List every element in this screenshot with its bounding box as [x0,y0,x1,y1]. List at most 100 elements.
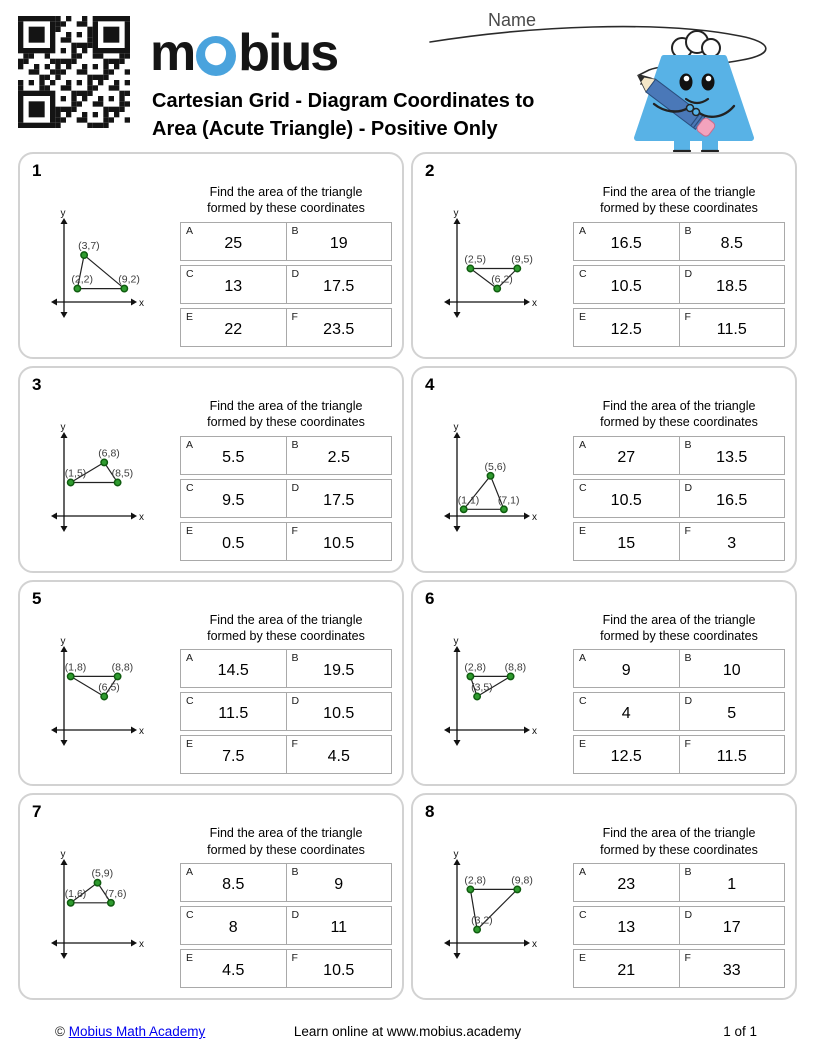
answer-letter: D [684,909,693,921]
footer: © Mobius Math Academy Learn online at ww… [0,1022,815,1046]
prompt-line-2: formed by these coordinates [207,415,365,429]
prompt-line-1: Find the area of the triangle [209,612,363,627]
answer-cell: B 19.5 [285,650,392,688]
x-axis-arrow-right-icon [131,512,137,520]
answer-value: 17 [722,919,741,936]
diagram-slot: y x (2,8) (8,8) (3,5) [441,602,573,757]
vertex-point [66,899,75,908]
answer-letter: B [684,652,692,665]
answer-table: A 14.5 B 19.5 C 11.5 D 10.5 E 7.5 F 4.5 [180,649,392,775]
prompt-line-1: Find the area of the triangle [602,185,756,199]
x-axis-arrow-right-icon [524,939,530,947]
answer-cell: B 10 [678,650,785,688]
answer-row: E 4.5 F 10.5 [180,949,392,988]
vertex-label: (6,5) [98,681,120,693]
answer-letter: F [291,952,298,964]
problem-number: 2 [425,161,435,180]
answer-cell: E 0.5 [181,523,286,560]
answer-cell: F 33 [678,950,785,987]
answer-letter: E [579,524,587,537]
answer-cell: B 13.5 [678,436,785,474]
vertex-point [473,692,482,700]
answer-cell: C 11.5 [181,693,286,730]
answer-letter: E [186,524,194,537]
answer-value: 25 [224,234,243,252]
prompt-line-2: formed by these coordinates [600,415,758,429]
mascot-hair-icon [671,30,721,59]
answer-cell: D 18.5 [678,265,785,303]
x-axis-arrow-right-icon [524,512,530,520]
answer-value: 14.5 [217,662,249,680]
answer-value: 10.5 [610,491,642,509]
x-axis-arrow-left-icon [51,298,57,306]
vertex-label: (9,8) [511,875,533,887]
problem-card: 2 y x (2,5) (9,5) (6,2) Find the area of the… [411,152,797,359]
answer-cell: F 11.5 [678,736,785,774]
answer-value: 4.5 [222,962,245,979]
problem-prompt: Find the area of the triangle formed by … [573,825,785,858]
mobius-logo: m bius [150,24,339,82]
triangle-diagram: y x (1,8) (8,8) (6,5) [51,636,144,746]
y-axis-label: y [454,636,459,647]
answer-cell: E 15 [574,523,679,560]
triangle-diagram: y x (5,6) (1,1) (7,1) [444,422,537,532]
x-axis-label: x [139,939,144,950]
answer-value: 27 [617,448,636,466]
answer-cell: A 8.5 [181,864,286,901]
answer-cell: D 17.5 [285,265,392,303]
y-axis-arrow-up-icon [60,645,68,652]
answer-cell: B 19 [285,222,392,260]
answer-value: 11.5 [716,320,747,338]
vertex-point [66,478,75,487]
answer-letter: C [579,481,587,494]
answer-row: E 7.5 F 4.5 [180,735,392,775]
vertex-point [100,692,109,700]
answer-letter: F [291,524,298,537]
diagram-column: y x (1,8) (8,8) (6,5) [30,590,180,777]
answer-letter: B [291,866,299,878]
answer-value: 10.5 [610,277,642,295]
answer-cell: C 13 [574,907,679,944]
answer-cell: F 4.5 [285,736,392,774]
answer-cell: C 13 [181,266,286,303]
answer-cell: D 17 [678,907,785,944]
vertex-label: (8,8) [112,661,134,673]
triangle-diagram: y x (2,8) (8,8) (3,5) [444,636,537,746]
answer-value: 11 [330,919,348,936]
answer-value: 17.5 [323,277,355,295]
vertex-point [100,458,109,467]
vertex-point [466,671,475,680]
answer-letter: D [291,481,300,494]
x-axis-arrow-right-icon [131,939,137,947]
answer-letter: D [684,695,693,708]
answer-letter: B [684,224,692,237]
answer-row: E 0.5 F 10.5 [180,521,392,561]
answer-value: 16.5 [610,234,642,252]
answer-letter: F [291,310,298,323]
triangle-outline [68,675,119,697]
answer-letter: E [186,952,194,964]
y-axis-arrow-up-icon [60,218,68,224]
y-axis-label: y [454,422,459,433]
academy-link[interactable]: Mobius Math Academy [68,1024,206,1039]
answer-value: 0.5 [222,534,245,552]
vertex-label: (5,6) [485,461,507,473]
answer-value: 23.5 [323,320,355,338]
answer-letter: E [186,310,194,323]
mascot-body [634,55,754,141]
vertex-point [113,671,122,680]
y-axis-label: y [61,636,66,647]
prompt-line-1: Find the area of the triangle [602,826,756,841]
triangle-outline [76,253,126,290]
answer-cell: E 12.5 [574,309,679,346]
answer-value: 22 [224,320,243,338]
triangle-outline [469,675,513,697]
y-axis-label: y [61,422,66,433]
title-line-1: Cartesian Grid - Diagram Coordinates to [152,90,535,112]
